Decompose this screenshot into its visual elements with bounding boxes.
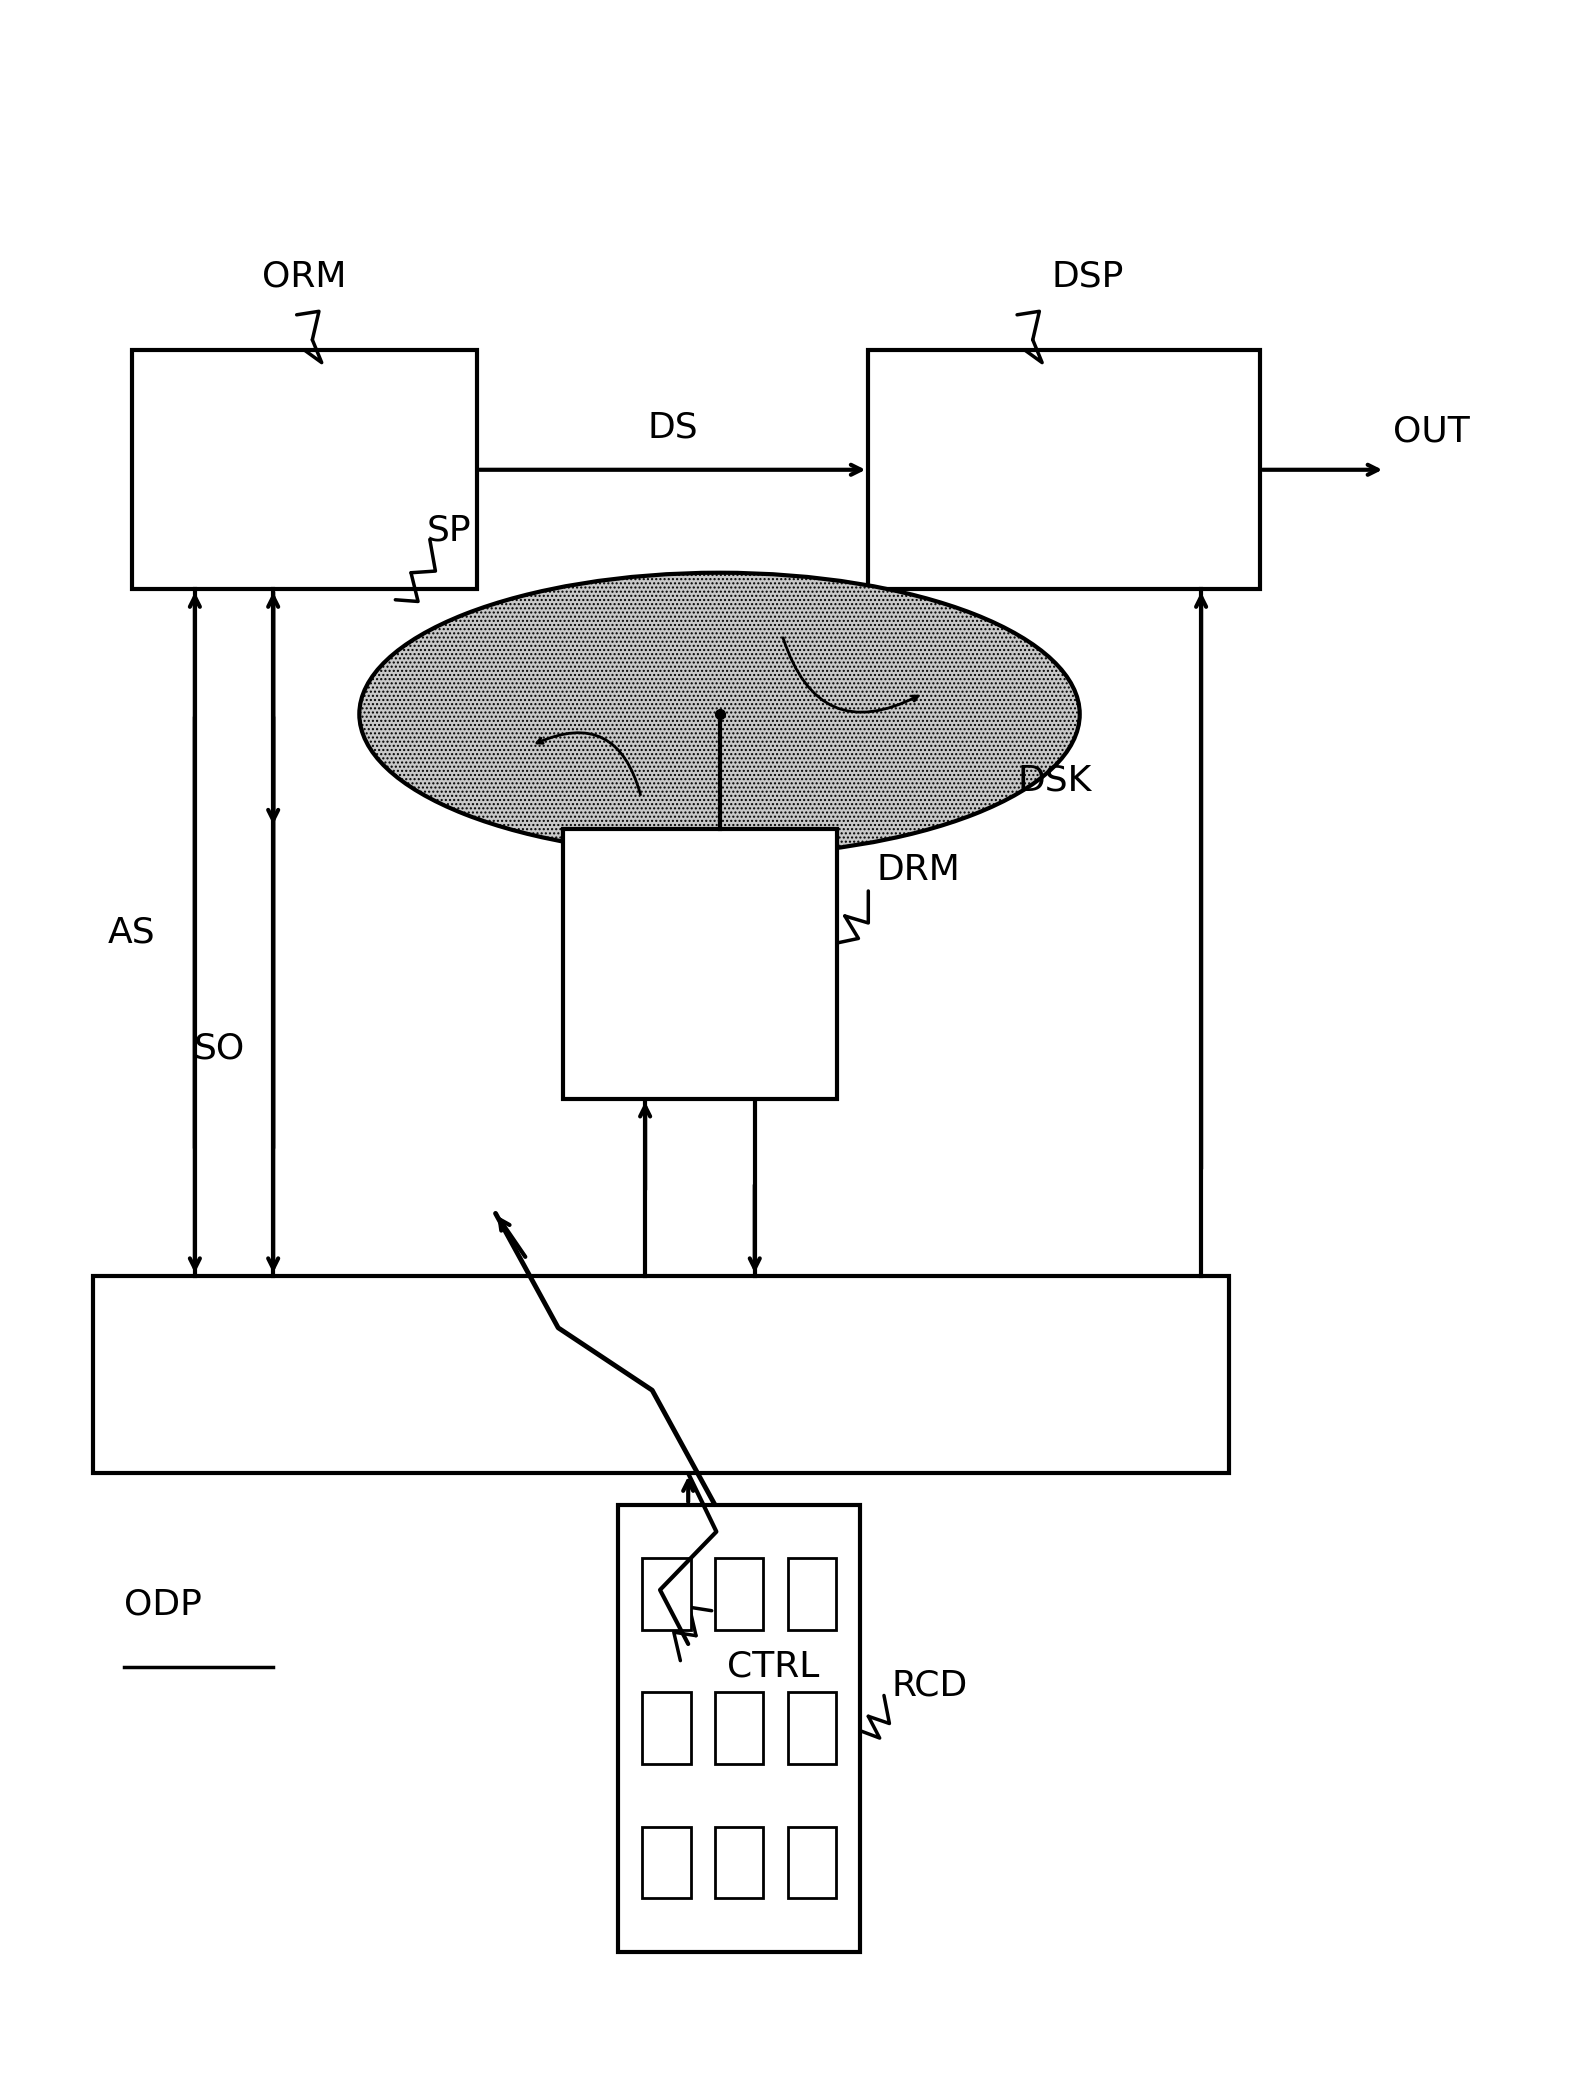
Text: SP: SP	[427, 513, 471, 549]
Bar	[869, 350, 1259, 588]
Text: ORM: ORM	[262, 260, 346, 293]
Text: OUT: OUT	[1394, 415, 1469, 448]
Bar	[714, 1558, 763, 1629]
Bar	[641, 1692, 690, 1763]
Bar	[714, 1826, 763, 1897]
Text: DSK: DSK	[1018, 764, 1092, 798]
Bar	[714, 1692, 763, 1763]
Bar	[618, 1506, 861, 1952]
Ellipse shape	[359, 574, 1079, 856]
Text: RCD: RCD	[891, 1669, 969, 1702]
Text: AS: AS	[107, 915, 156, 949]
Bar	[788, 1826, 836, 1897]
Bar	[562, 829, 837, 1099]
Bar	[641, 1558, 690, 1629]
Bar	[93, 1275, 1229, 1474]
Text: DRM: DRM	[877, 852, 961, 888]
Text: SO: SO	[194, 1030, 245, 1066]
Bar	[788, 1692, 836, 1763]
Bar	[788, 1558, 836, 1629]
Bar	[133, 350, 477, 588]
Text: CTRL: CTRL	[727, 1650, 820, 1684]
Bar	[641, 1826, 690, 1897]
Text: DS: DS	[648, 410, 698, 444]
Text: ODP: ODP	[125, 1587, 202, 1623]
Text: DSP: DSP	[1051, 260, 1123, 293]
